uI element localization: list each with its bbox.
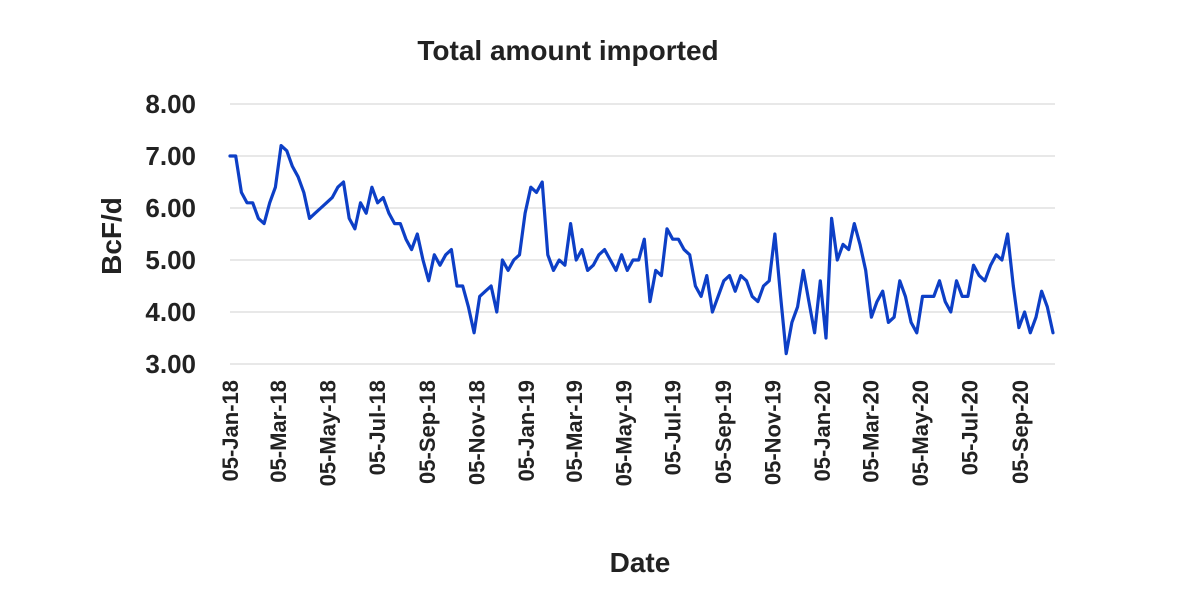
y-tick-label: 7.00 xyxy=(145,141,196,171)
x-tick-label: 05-Jul-20 xyxy=(958,380,983,475)
series-line xyxy=(228,144,1055,356)
x-axis-label: Date xyxy=(610,547,671,578)
x-tick-label: 05-Nov-19 xyxy=(761,380,786,485)
y-tick-label: 4.00 xyxy=(145,297,196,327)
x-tick-label: 05-Mar-18 xyxy=(266,380,291,483)
y-tick-label: 6.00 xyxy=(145,193,196,223)
y-tick-label: 5.00 xyxy=(145,245,196,275)
x-tick-label: 05-Sep-20 xyxy=(1008,380,1033,484)
x-tick-label: 05-Mar-20 xyxy=(859,380,884,483)
x-tick-label: 05-Jan-19 xyxy=(514,380,539,482)
y-tick-label: 3.00 xyxy=(145,349,196,379)
x-tick-label: 05-Nov-18 xyxy=(465,380,490,485)
x-tick-label: 05-Sep-18 xyxy=(415,380,440,484)
x-axis-ticks: 05-Jan-18 05-Mar-18 05-May-18 05-Jul-18 05-S… xyxy=(218,380,1033,486)
x-tick-label: 05-Jan-18 xyxy=(218,380,243,482)
x-tick-label: 05-May-20 xyxy=(908,380,933,486)
x-tick-label: 05-May-19 xyxy=(611,380,636,486)
series-layer xyxy=(228,144,1055,356)
y-tick-label: 8.00 xyxy=(145,89,196,119)
x-tick-label: 05-Mar-19 xyxy=(562,380,587,483)
x-tick-label: 05-Jul-19 xyxy=(661,380,686,475)
x-tick-label: 05-Jul-18 xyxy=(365,380,390,475)
x-tick-label: 05-May-18 xyxy=(315,380,340,486)
chart-title: Total amount imported xyxy=(417,35,718,66)
y-axis-ticks: 8.00 7.00 6.00 5.00 4.00 3.00 xyxy=(145,89,196,379)
y-axis-label: BcF/d xyxy=(96,197,127,275)
x-tick-label: 05-Jan-20 xyxy=(810,380,835,482)
gridlines xyxy=(230,103,1055,365)
x-tick-label: 05-Sep-19 xyxy=(711,380,736,484)
